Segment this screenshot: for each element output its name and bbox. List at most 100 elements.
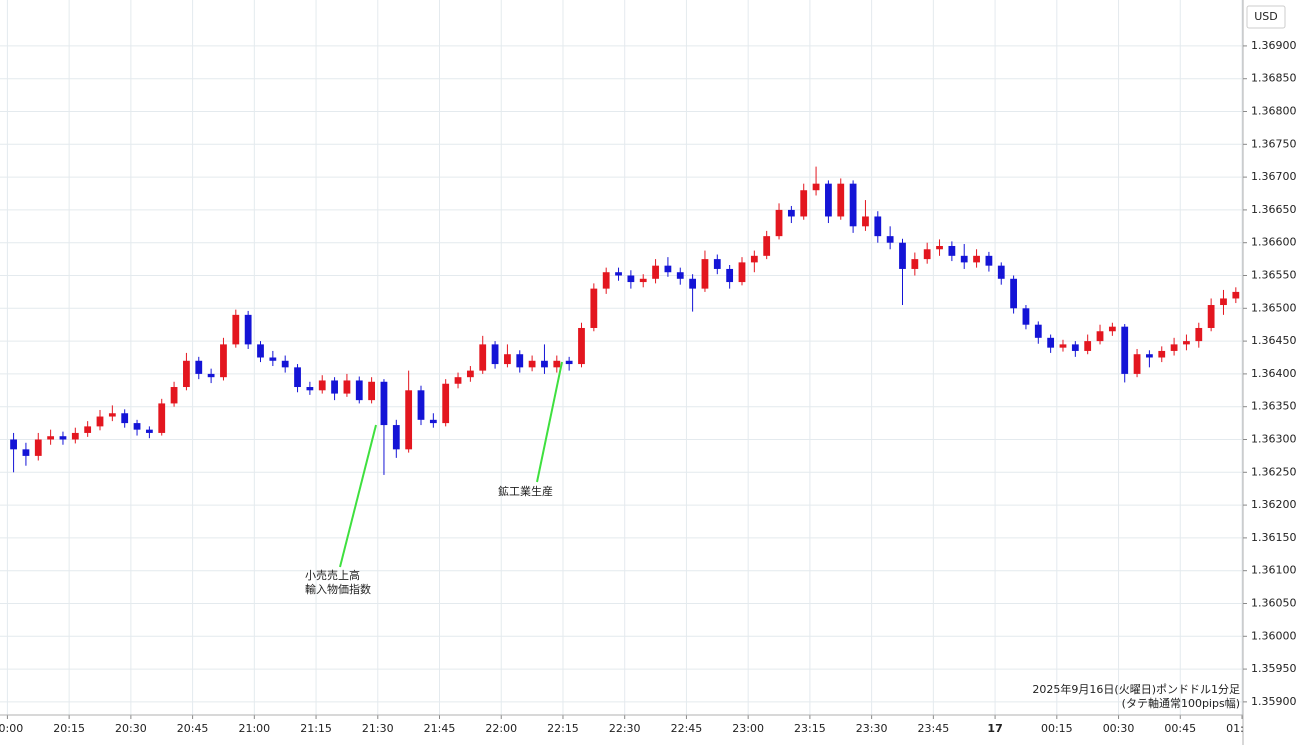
candle-body [1133, 354, 1141, 374]
candle-body [380, 381, 388, 426]
x-tick-label: 21:00 [238, 722, 270, 735]
candle-body [726, 268, 734, 283]
candle-body [689, 278, 697, 289]
candle-body [220, 344, 227, 378]
footer-note: (タテ軸通常100pips幅) [1122, 696, 1240, 710]
plot-area: 20:00 20:15 20:30 20:45 21:00 21:15 21:30 21:45… [0, 0, 1258, 735]
y-tick-label: 1.36550 [1251, 269, 1297, 282]
candle-body [985, 255, 993, 266]
annotation-label: 輸入物価指数 [305, 582, 371, 596]
candle-body [664, 265, 672, 273]
x-tick-label: 21:45 [424, 722, 456, 735]
y-tick-label: 1.36100 [1251, 564, 1297, 577]
candle-body [1108, 326, 1116, 332]
candle-body [232, 314, 240, 345]
candle-body [1146, 354, 1153, 358]
candle-body [170, 387, 178, 404]
candle-body [1158, 350, 1166, 358]
y-tick-label: 1.35950 [1251, 662, 1297, 675]
candle-body [294, 367, 301, 388]
x-tick-label: 20:00 [0, 722, 23, 735]
candle-body [627, 275, 635, 283]
candle-body [454, 377, 462, 384]
candle-body [1071, 344, 1079, 351]
candle-body [466, 370, 474, 378]
x-tick-label: 17 [987, 722, 1002, 735]
x-tick-label: 23:45 [918, 722, 950, 735]
candle-body [1047, 337, 1055, 348]
candle-body [1232, 291, 1240, 299]
candle-body [504, 354, 511, 365]
x-tick-label: 20:15 [53, 722, 85, 735]
candle-body [1096, 331, 1104, 342]
candle-body [96, 416, 104, 427]
candle-body [108, 413, 116, 417]
candle-body [911, 259, 919, 269]
candle-body [84, 426, 92, 433]
candle-body [886, 236, 894, 243]
currency-label: USD [1254, 10, 1278, 23]
candle-body [145, 429, 153, 433]
candle-body [701, 259, 709, 289]
candle-body [1121, 326, 1129, 374]
candle-body [22, 449, 30, 456]
candle-body [355, 380, 363, 401]
candle-body [207, 373, 215, 378]
candle-body [1195, 327, 1203, 342]
y-tick-label: 1.36250 [1251, 465, 1297, 478]
candle-body [417, 390, 425, 420]
candle-body [306, 387, 314, 391]
candle-body [874, 216, 882, 237]
candle-body [47, 436, 55, 440]
y-tick-label: 1.36050 [1251, 596, 1297, 609]
y-tick-label: 1.35900 [1251, 695, 1297, 708]
y-tick-label: 1.36600 [1251, 236, 1297, 249]
candle-body [528, 360, 536, 368]
candle-body [183, 360, 190, 388]
candle-body [639, 278, 647, 283]
x-tick-label: 21:15 [300, 722, 332, 735]
candle-body [368, 381, 376, 401]
candle-body [479, 344, 487, 371]
y-tick-label: 1.36700 [1251, 170, 1297, 183]
candle-body [331, 380, 338, 394]
candle-body [936, 245, 943, 250]
candle-body [713, 259, 721, 269]
candle-body [800, 190, 808, 217]
x-tick-label: 22:00 [485, 722, 517, 735]
x-tick-label: 22:15 [547, 722, 579, 735]
candle-body [34, 439, 42, 456]
annotation-line [339, 424, 377, 568]
x-tick-label: 23:00 [732, 722, 764, 735]
candle-body [862, 216, 869, 227]
x-tick-label: 20:45 [177, 722, 209, 735]
candle-body [442, 383, 450, 424]
candle-body [763, 236, 771, 256]
y-tick-label: 1.36850 [1251, 72, 1297, 85]
x-tick-label: 23:15 [794, 722, 826, 735]
candle-body [269, 357, 277, 361]
x-tick-label: 22:45 [671, 722, 703, 735]
candle-body [281, 360, 289, 368]
candle-body [923, 249, 931, 260]
candle-body [590, 288, 598, 328]
y-tick-label: 1.36650 [1251, 203, 1297, 216]
candle-body [516, 354, 524, 368]
candle-body [825, 183, 832, 217]
candle-body [1220, 298, 1227, 306]
x-tick-label: 00:15 [1041, 722, 1073, 735]
y-tick-label: 1.36750 [1251, 137, 1297, 150]
candle-body [1059, 344, 1067, 348]
x-tick-label: 21:30 [362, 722, 394, 735]
candle-body [676, 272, 684, 279]
candle-body [775, 209, 783, 237]
candle-body [812, 183, 820, 191]
currency-box [1246, 5, 1286, 29]
candle-body [750, 255, 758, 263]
candle-body [491, 344, 499, 365]
footer-note: 2025年9月16日(火曜日)ポンドドル1分足 [1032, 682, 1240, 696]
x-tick-label: 00:30 [1103, 722, 1135, 735]
candle-body [578, 327, 585, 365]
annotation-line [536, 361, 563, 483]
